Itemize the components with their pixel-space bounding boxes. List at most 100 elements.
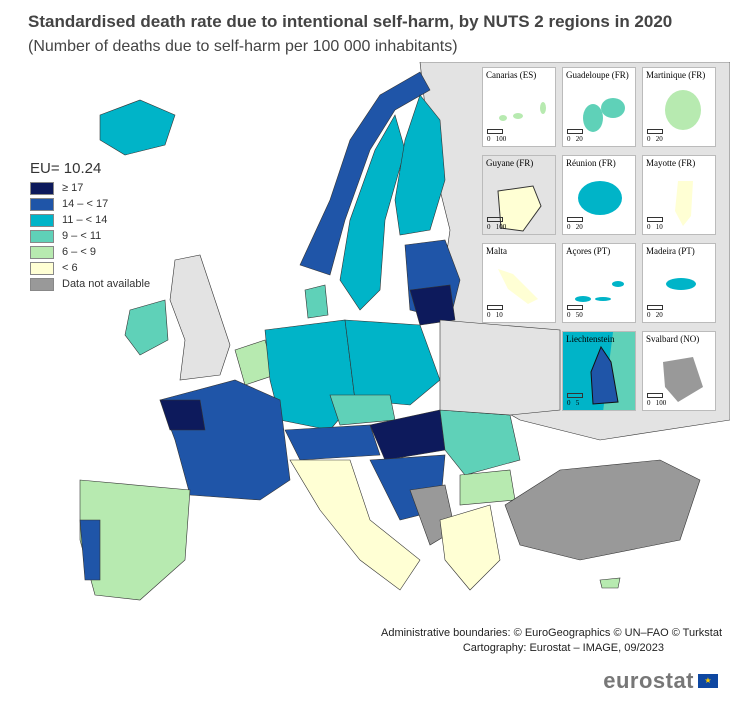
region-switzerland-austria — [284, 424, 381, 461]
inset-r-union-fr: Réunion (FR) 0 20 — [562, 155, 636, 235]
credits-cartography: Cartography: Eurostat – IMAGE, 09/2023 — [462, 642, 664, 654]
scale-bar: 0 50 — [567, 305, 583, 319]
region-portugal — [79, 519, 101, 581]
inset-title: Canarias (ES) — [486, 70, 537, 80]
region-italy — [289, 459, 421, 591]
region-norway — [299, 71, 431, 276]
legend-swatch — [30, 213, 54, 227]
map-title: Standardised death rate due to intention… — [28, 12, 673, 31]
legend-swatch — [30, 261, 54, 275]
legend-item: 9 – < 11 — [30, 228, 150, 244]
inset-shape — [578, 181, 622, 215]
region-bulgaria — [459, 469, 516, 506]
inset-title: Malta — [486, 246, 507, 256]
inset-title: Martinique (FR) — [646, 70, 706, 80]
legend-swatch — [30, 277, 54, 291]
scale-start: 0 — [487, 311, 491, 319]
inset-shape — [663, 357, 703, 402]
inset-malta: Malta 0 10 — [482, 243, 556, 323]
scale-end: 10 — [495, 311, 503, 319]
inset-title: Mayotte (FR) — [646, 158, 696, 168]
legend-swatch — [30, 197, 54, 211]
legend-label: 6 – < 9 — [62, 246, 96, 258]
scale-bar: 0 5 — [567, 393, 583, 407]
inset-shape — [666, 278, 696, 290]
scale-end: 20 — [575, 135, 583, 143]
inset-title: Guyane (FR) — [486, 158, 534, 168]
inset-title: Guadeloupe (FR) — [566, 70, 629, 80]
inset-title: Svalbard (NO) — [646, 334, 700, 344]
legend-item: 14 – < 17 — [30, 196, 150, 212]
region-lithuania — [409, 284, 456, 326]
region-finland — [394, 94, 446, 236]
scale-start: 0 — [647, 311, 651, 319]
region-greece — [439, 504, 501, 591]
inset-mayotte-fr: Mayotte (FR) 0 10 — [642, 155, 716, 235]
inset-svalbard-no: Svalbard (NO) 0 100 — [642, 331, 716, 411]
inset-shape — [590, 332, 635, 410]
region-iberia — [79, 479, 191, 601]
inset-shape — [675, 181, 693, 226]
region-poland — [344, 319, 441, 406]
legend-label: Data not available — [62, 278, 151, 290]
scale-start: 0 — [647, 399, 651, 407]
inset-shape — [665, 90, 701, 130]
inset-canarias-es: Canarias (ES) 0 100 — [482, 67, 556, 147]
region-cyprus — [599, 577, 621, 589]
scale-bar: 0 20 — [647, 129, 663, 143]
logo-text: eurostat — [603, 668, 694, 693]
region-denmark — [304, 284, 329, 319]
inset-guadeloupe-fr: Guadeloupe (FR) 0 20 — [562, 67, 636, 147]
inset-shape — [583, 98, 625, 132]
scale-bar: 0 100 — [647, 393, 666, 407]
inset-liechtenstein: Liechtenstein 0 5 — [562, 331, 636, 411]
inset-title: Liechtenstein — [566, 334, 615, 344]
scale-end: 5 — [575, 399, 580, 407]
inset-title: Réunion (FR) — [566, 158, 616, 168]
scale-end: 20 — [655, 311, 663, 319]
legend-label: 11 – < 14 — [62, 214, 108, 226]
inset-madeira-pt: Madeira (PT) 0 20 — [642, 243, 716, 323]
inset-shape — [499, 102, 546, 121]
scale-bar: 0 20 — [567, 217, 583, 231]
inset-shape — [498, 269, 538, 304]
legend-label: 9 – < 11 — [62, 230, 102, 242]
region-uk — [169, 254, 231, 381]
scale-end: 20 — [655, 135, 663, 143]
legend-item: Data not available — [30, 276, 150, 292]
scale-start: 0 — [567, 223, 571, 231]
inset-guyane-fr: Guyane (FR) 0 100 — [482, 155, 556, 235]
inset-martinique-fr: Martinique (FR) 0 20 — [642, 67, 716, 147]
inset-title: Madeira (PT) — [646, 246, 695, 256]
legend-item: < 6 — [30, 260, 150, 276]
legend-item: ≥ 17 — [30, 180, 150, 196]
legend-item: 11 – < 14 — [30, 212, 150, 228]
region-ireland — [124, 299, 169, 356]
scale-start: 0 — [487, 223, 491, 231]
region-czechia — [329, 394, 396, 426]
legend-label: ≥ 17 — [62, 182, 84, 194]
legend-title: EU= 10.24 — [30, 160, 102, 177]
scale-start: 0 — [567, 135, 571, 143]
scale-end: 20 — [575, 223, 583, 231]
scale-bar: 0 100 — [487, 129, 506, 143]
legend-swatch — [30, 181, 54, 195]
scale-end: 10 — [655, 223, 663, 231]
scale-end: 50 — [575, 311, 583, 319]
scale-bar: 0 20 — [647, 305, 663, 319]
scale-bar: 0 100 — [487, 217, 506, 231]
scale-start: 0 — [567, 399, 571, 407]
legend: EU= 10.24 ≥ 17 14 – < 17 11 – < 14 9 – < 11… — [30, 160, 150, 292]
credits-boundaries: Administrative boundaries: © EuroGeograp… — [380, 627, 722, 639]
inset-a-ores-pt: Açores (PT) 0 50 — [562, 243, 636, 323]
legend-item: 6 – < 9 — [30, 244, 150, 260]
legend-swatch — [30, 245, 54, 259]
scale-start: 0 — [487, 135, 491, 143]
inset-shape — [575, 281, 624, 302]
region-iceland — [99, 99, 176, 156]
eurostat-logo: eurostat ★ — [603, 668, 718, 694]
inset-title: Açores (PT) — [566, 246, 611, 256]
map-subtitle: (Number of deaths due to self-harm per 1… — [28, 38, 458, 55]
region-brittany — [159, 399, 206, 431]
credits: Administrative boundaries: © EuroGeograp… — [381, 626, 722, 656]
